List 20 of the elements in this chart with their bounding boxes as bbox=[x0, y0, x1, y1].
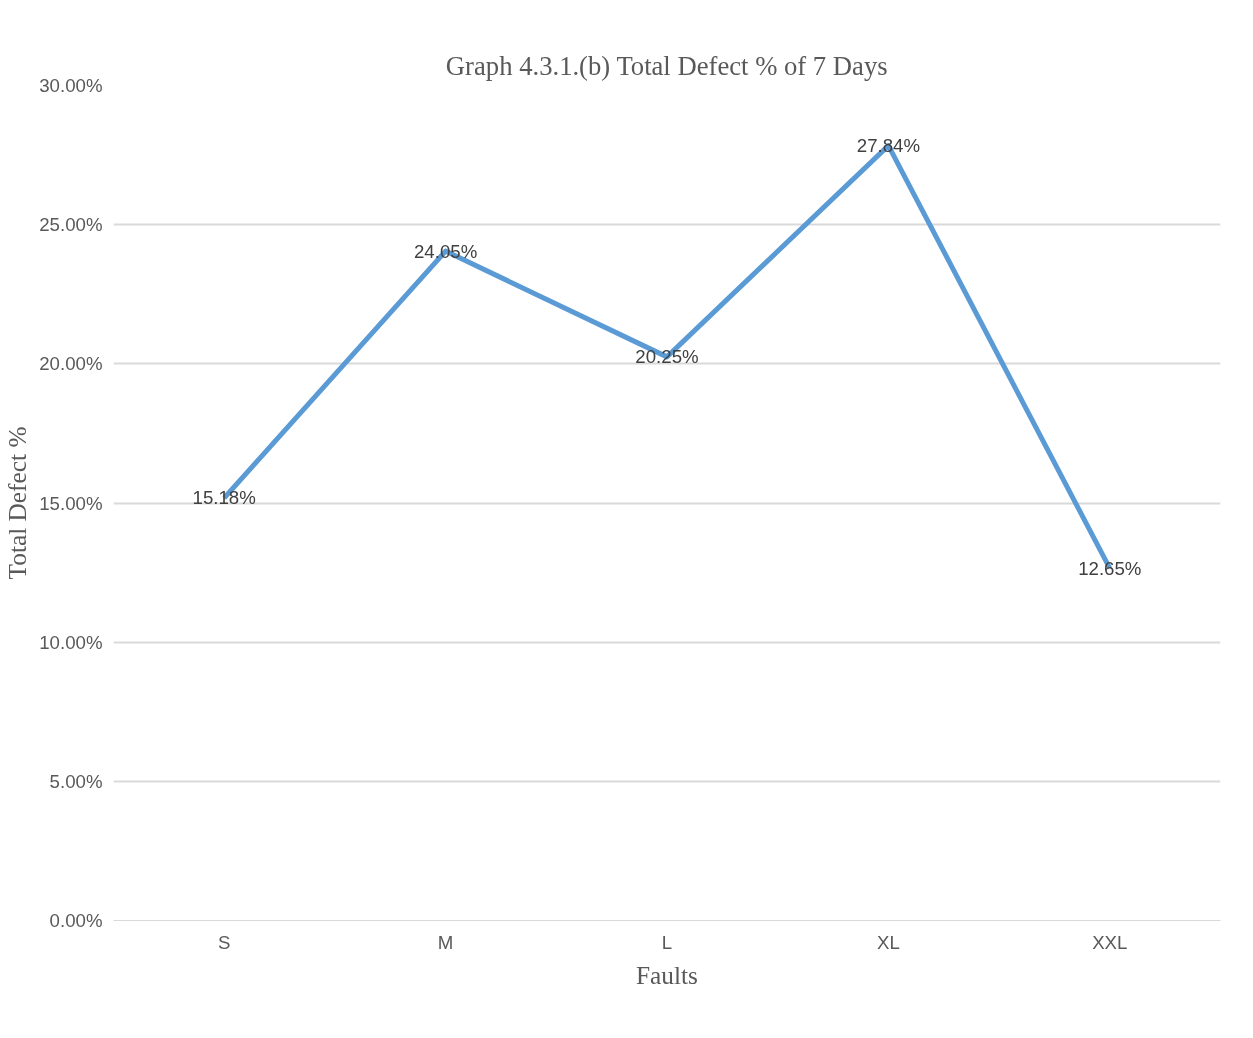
x-axis-title: Faults bbox=[636, 960, 698, 989]
y-tick-label: 20.00% bbox=[39, 353, 103, 375]
y-tick-label: 25.00% bbox=[39, 214, 103, 236]
x-tick-label: M bbox=[437, 931, 454, 953]
y-tick-label: 5.00% bbox=[49, 770, 103, 792]
data-label: 12.65% bbox=[1078, 557, 1142, 579]
data-label: 27.84% bbox=[856, 135, 921, 157]
data-label: 20.25% bbox=[635, 346, 699, 368]
chart-title: Graph 4.3.1.(b) Total Defect % of 7 Days bbox=[445, 50, 888, 81]
data-label: 24.05% bbox=[413, 240, 478, 262]
x-tick-label: L bbox=[661, 931, 673, 953]
y-tick-label: 30.00% bbox=[39, 75, 103, 96]
data-label: 15.18% bbox=[192, 487, 256, 509]
x-tick-label: S bbox=[217, 931, 231, 953]
y-tick-label: 0.00% bbox=[49, 910, 103, 931]
x-tick-label: XXL bbox=[1092, 931, 1128, 953]
y-tick-label: 15.00% bbox=[39, 492, 103, 514]
y-axis-title: Total Defect % bbox=[3, 426, 32, 580]
x-tick-label: XL bbox=[876, 931, 900, 953]
y-tick-label: 10.00% bbox=[39, 631, 103, 653]
